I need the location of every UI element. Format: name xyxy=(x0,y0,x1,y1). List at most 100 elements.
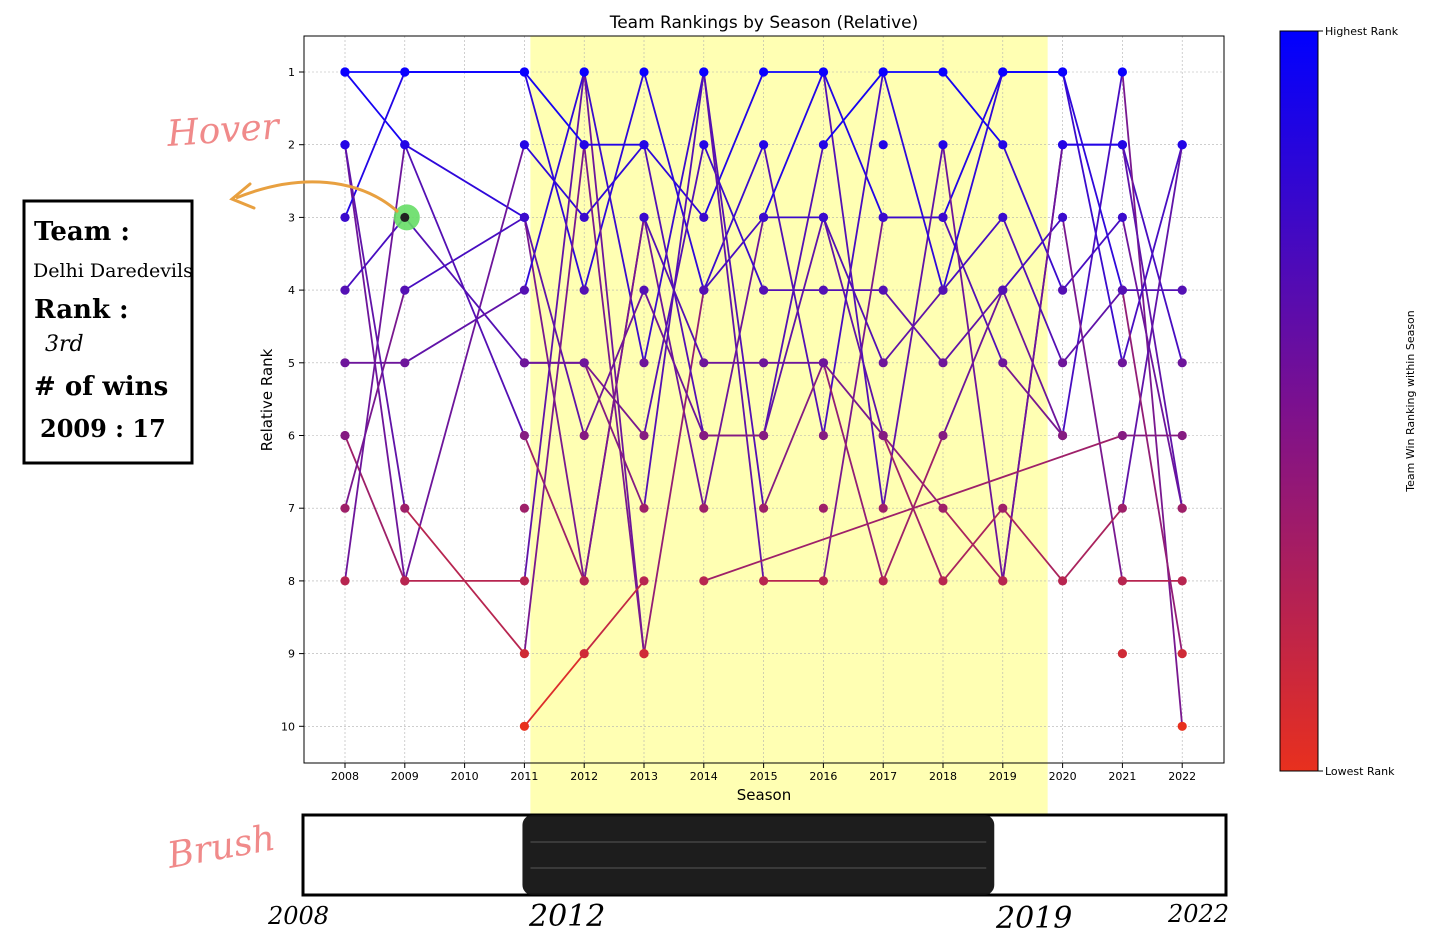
data-point[interactable] xyxy=(818,67,829,77)
data-point[interactable] xyxy=(1177,721,1187,731)
data-point[interactable] xyxy=(1058,140,1068,150)
data-point[interactable] xyxy=(340,140,350,150)
data-point[interactable] xyxy=(878,503,888,513)
data-point[interactable] xyxy=(998,503,1008,513)
data-point[interactable] xyxy=(818,140,829,150)
data-point[interactable] xyxy=(639,576,649,586)
data-point[interactable] xyxy=(1117,358,1127,368)
data-point[interactable] xyxy=(340,576,350,586)
data-point[interactable] xyxy=(639,430,649,441)
data-point[interactable] xyxy=(759,503,769,513)
data-point[interactable] xyxy=(1117,503,1127,513)
data-point[interactable] xyxy=(818,285,829,295)
data-point[interactable] xyxy=(759,285,769,295)
data-point[interactable] xyxy=(759,576,769,586)
data-point[interactable] xyxy=(1058,430,1068,441)
data-point[interactable] xyxy=(579,649,589,659)
data-point[interactable] xyxy=(519,649,530,659)
data-point[interactable] xyxy=(699,67,709,77)
data-point[interactable] xyxy=(1117,430,1127,441)
data-point[interactable] xyxy=(878,576,888,586)
data-point[interactable] xyxy=(759,212,769,222)
data-point[interactable] xyxy=(1117,576,1127,586)
data-point[interactable] xyxy=(639,358,649,368)
data-point[interactable] xyxy=(938,358,948,368)
data-point[interactable] xyxy=(998,212,1008,222)
data-point[interactable] xyxy=(1177,430,1187,441)
data-point[interactable] xyxy=(639,67,649,77)
data-point[interactable] xyxy=(759,430,769,441)
data-point[interactable] xyxy=(340,503,350,513)
data-point[interactable] xyxy=(938,212,948,222)
data-point[interactable] xyxy=(938,285,948,295)
data-point[interactable] xyxy=(998,576,1008,586)
data-point[interactable] xyxy=(699,358,709,368)
data-point[interactable] xyxy=(878,430,888,441)
data-point[interactable] xyxy=(340,358,350,368)
data-point[interactable] xyxy=(818,430,829,441)
data-point[interactable] xyxy=(1177,358,1187,368)
data-point[interactable] xyxy=(1117,285,1127,295)
data-point[interactable] xyxy=(400,503,410,513)
data-point[interactable] xyxy=(1058,358,1068,368)
data-point[interactable] xyxy=(878,285,888,295)
data-point[interactable] xyxy=(1117,140,1127,150)
data-point[interactable] xyxy=(818,576,829,586)
data-point[interactable] xyxy=(579,67,589,77)
data-point[interactable] xyxy=(639,212,649,222)
data-point[interactable] xyxy=(818,503,829,513)
data-point[interactable] xyxy=(340,430,350,441)
data-point[interactable] xyxy=(699,430,709,441)
data-point[interactable] xyxy=(400,358,410,368)
data-point[interactable] xyxy=(699,140,709,150)
data-point[interactable] xyxy=(878,67,888,77)
data-point[interactable] xyxy=(400,576,410,586)
data-point[interactable] xyxy=(1058,576,1068,586)
data-point[interactable] xyxy=(1117,212,1127,222)
data-point[interactable] xyxy=(519,140,530,150)
data-point[interactable] xyxy=(1177,503,1187,513)
data-point[interactable] xyxy=(818,358,829,368)
data-point[interactable] xyxy=(818,212,829,222)
data-point[interactable] xyxy=(1117,67,1127,77)
data-point[interactable] xyxy=(878,358,888,368)
data-point[interactable] xyxy=(519,285,530,295)
data-point[interactable] xyxy=(1177,576,1187,586)
data-point[interactable] xyxy=(639,285,649,295)
data-point[interactable] xyxy=(878,140,888,150)
data-point[interactable] xyxy=(938,576,948,586)
data-point[interactable] xyxy=(340,212,350,222)
data-point[interactable] xyxy=(579,430,589,441)
data-point[interactable] xyxy=(998,358,1008,368)
data-point[interactable] xyxy=(759,140,769,150)
data-point[interactable] xyxy=(998,140,1008,150)
data-point[interactable] xyxy=(400,140,410,150)
data-point[interactable] xyxy=(519,503,530,513)
data-point[interactable] xyxy=(938,503,948,513)
data-point[interactable] xyxy=(519,430,530,441)
data-point[interactable] xyxy=(519,576,530,586)
brush-selection[interactable] xyxy=(522,815,995,895)
data-point[interactable] xyxy=(579,285,589,295)
data-point[interactable] xyxy=(699,285,709,295)
data-point[interactable] xyxy=(699,212,709,222)
data-point[interactable] xyxy=(998,67,1008,77)
data-point[interactable] xyxy=(579,140,589,150)
data-point[interactable] xyxy=(759,67,769,77)
data-point[interactable] xyxy=(519,212,530,222)
data-point[interactable] xyxy=(639,503,649,513)
data-point[interactable] xyxy=(340,67,350,77)
data-point[interactable] xyxy=(519,67,530,77)
data-point[interactable] xyxy=(938,140,948,150)
data-point[interactable] xyxy=(579,212,589,222)
data-point[interactable] xyxy=(938,67,948,77)
data-point[interactable] xyxy=(1177,285,1187,295)
data-point[interactable] xyxy=(878,212,888,222)
data-point[interactable] xyxy=(519,358,530,368)
data-point[interactable] xyxy=(639,649,649,659)
data-point[interactable] xyxy=(639,140,649,150)
data-point[interactable] xyxy=(579,358,589,368)
data-point[interactable] xyxy=(759,358,769,368)
data-point[interactable] xyxy=(1058,212,1068,222)
data-point[interactable] xyxy=(1177,140,1187,150)
